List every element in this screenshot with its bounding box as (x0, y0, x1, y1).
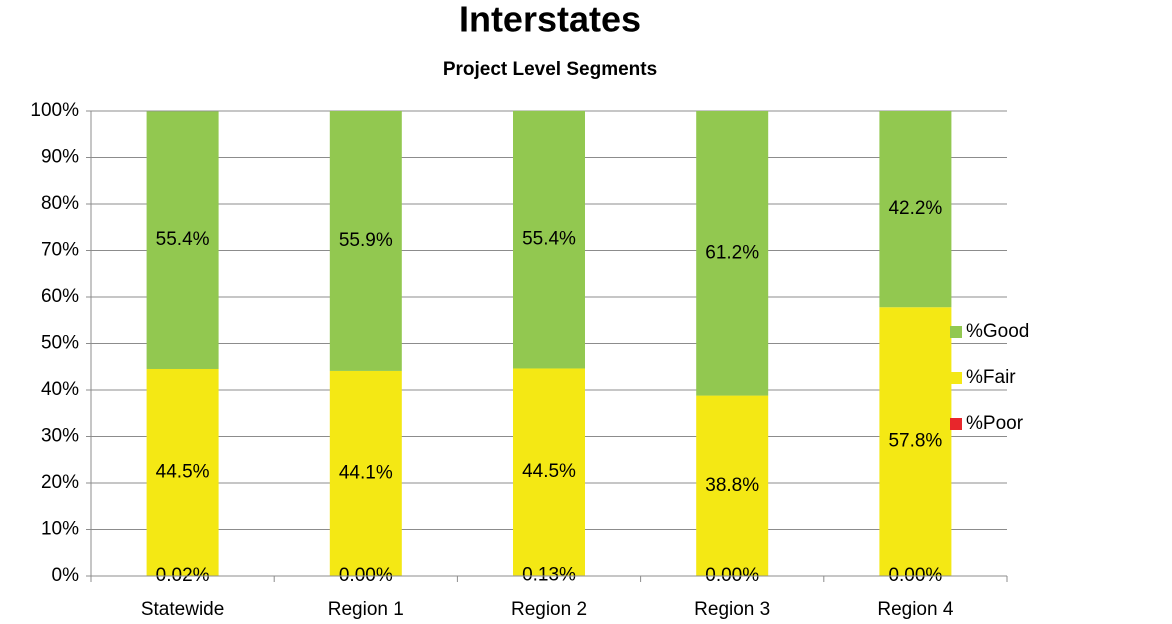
data-label: 61.2% (705, 242, 759, 263)
y-tick-label: 80% (41, 193, 79, 214)
chart-subtitle: Project Level Segments (443, 59, 657, 80)
legend-label: %Poor (966, 413, 1024, 434)
bar-segment (513, 110, 585, 369)
legend-label: %Good (966, 321, 1029, 342)
legend-swatch (950, 326, 962, 338)
y-tick-label: 70% (41, 240, 79, 261)
y-tick-label: 60% (41, 286, 79, 307)
bar-segment (513, 368, 585, 576)
x-tick-label: Region 1 (328, 599, 404, 620)
data-label: 55.9% (339, 230, 393, 251)
x-tick-label: Region 4 (877, 599, 953, 620)
y-tick-label: 0% (52, 565, 80, 586)
y-tick-label: 90% (41, 147, 79, 168)
y-tick-label: 100% (30, 100, 79, 121)
data-label: 38.8% (705, 475, 759, 496)
chart-title: Interstates (459, 0, 641, 40)
data-label: 0.02% (156, 565, 210, 586)
legend-swatch (950, 418, 962, 430)
legend-label: %Fair (966, 367, 1016, 388)
bar-segment (696, 395, 769, 576)
data-label: 44.1% (339, 462, 393, 483)
x-tick-label: Statewide (141, 599, 224, 620)
y-tick-label: 50% (41, 333, 79, 354)
bar-segment (879, 111, 952, 308)
y-tick-label: 40% (41, 379, 79, 400)
bar-segment (329, 370, 402, 576)
data-label: 44.5% (156, 461, 210, 482)
bar-segment (696, 111, 769, 396)
data-label: 55.4% (522, 229, 576, 250)
data-label: 42.2% (888, 198, 942, 219)
x-tick-label: Region 2 (511, 599, 587, 620)
data-label: 57.8% (888, 431, 942, 452)
y-tick-label: 20% (41, 472, 79, 493)
bar-segment (879, 307, 952, 576)
data-label: 0.13% (522, 565, 576, 586)
y-tick-label: 30% (41, 426, 79, 447)
bar-segment (329, 111, 402, 371)
x-tick-label: Region 3 (694, 599, 770, 620)
bar-segment (146, 368, 219, 576)
data-label: 44.5% (522, 461, 576, 482)
y-tick-label: 10% (41, 519, 79, 540)
legend-swatch (950, 372, 962, 384)
bar-segment (146, 111, 219, 369)
data-label: 55.4% (156, 229, 210, 250)
